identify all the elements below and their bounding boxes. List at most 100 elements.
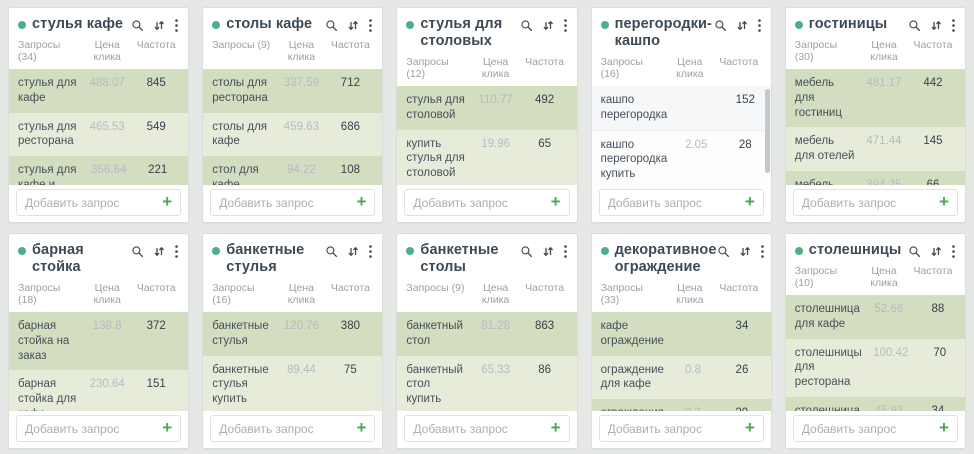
- add-query-input[interactable]: [413, 195, 547, 210]
- keyword-row[interactable]: купить стулья для столовой 19.96 65: [397, 129, 577, 185]
- kebab-menu-icon[interactable]: [563, 244, 568, 259]
- search-icon[interactable]: [908, 245, 921, 258]
- add-query-input[interactable]: [413, 421, 547, 436]
- keyword-text: банкетные стулья купить: [212, 363, 269, 406]
- column-header-row: Запросы (10) Цена клика Частота: [786, 263, 965, 295]
- keyword-row[interactable]: столешница для кафе 52.66 88: [785, 295, 965, 339]
- group-title[interactable]: столешницы: [808, 242, 902, 258]
- search-icon[interactable]: [520, 19, 533, 32]
- keyword-row[interactable]: банкетные стулья 120.76 380: [203, 312, 383, 356]
- add-query-input[interactable]: [219, 195, 353, 210]
- sort-icon[interactable]: [739, 245, 751, 258]
- keyword-row[interactable]: ограждения для ресторанов0.320: [591, 399, 771, 411]
- add-query-input[interactable]: [25, 195, 159, 210]
- scrollbar-thumb[interactable]: [764, 89, 770, 174]
- sort-icon[interactable]: [930, 19, 942, 32]
- cpc-column-header: Цена клика: [870, 39, 898, 64]
- search-icon[interactable]: [325, 245, 338, 258]
- keyword-row[interactable]: барная стойка на заказ 138.8 372: [9, 312, 189, 371]
- cpc-column-header: Цена клика: [93, 282, 121, 307]
- keyword-row[interactable]: столешница для бара 45.93 34: [785, 396, 965, 411]
- kebab-menu-icon[interactable]: [368, 244, 373, 259]
- keyword-text: мебель для отелей: [794, 135, 855, 162]
- kebab-menu-icon[interactable]: [951, 244, 956, 259]
- keyword-row[interactable]: стулья для кафе 488.07 845: [9, 69, 189, 113]
- search-icon[interactable]: [908, 19, 921, 32]
- keyword-text: барная стойка для кафе: [18, 378, 77, 411]
- group-title[interactable]: стулья для столовых: [420, 16, 503, 50]
- keyword-row[interactable]: столы для кафе 459.63 686: [203, 112, 383, 156]
- add-query-button[interactable]: +: [935, 193, 949, 212]
- sort-icon[interactable]: [930, 245, 942, 258]
- group-title[interactable]: стулья кафе: [32, 16, 123, 32]
- group-title[interactable]: столы кафе: [226, 16, 313, 32]
- add-query-box: +: [598, 189, 764, 216]
- freq-column-header: Частота: [136, 39, 176, 52]
- sort-icon[interactable]: [347, 245, 359, 258]
- keyword-text: банкетный стол: [406, 320, 463, 347]
- kebab-menu-icon[interactable]: [174, 18, 179, 33]
- add-query-button[interactable]: +: [741, 193, 755, 212]
- add-query-button[interactable]: +: [158, 193, 172, 212]
- sort-icon[interactable]: [153, 19, 165, 32]
- sort-icon[interactable]: [542, 19, 554, 32]
- search-icon[interactable]: [131, 19, 144, 32]
- keyword-row[interactable]: кашпо перегородка купить 2.05 28: [591, 130, 771, 185]
- group-title[interactable]: барная стойка: [32, 242, 84, 276]
- keyword-row[interactable]: стулья для столовой 110.77 492: [397, 86, 577, 130]
- keyword-row[interactable]: ограждение для кафе 0.8 26: [591, 355, 771, 400]
- kebab-menu-icon[interactable]: [174, 244, 179, 259]
- search-icon[interactable]: [520, 245, 533, 258]
- keyword-row[interactable]: барная стойка для кафе 230.64 151: [9, 370, 189, 411]
- add-query-button[interactable]: +: [935, 419, 949, 438]
- keyword-row[interactable]: банкетные стулья купить 89.44 75: [203, 355, 383, 411]
- add-query-input[interactable]: [25, 421, 159, 436]
- kebab-menu-icon[interactable]: [760, 244, 765, 259]
- search-icon[interactable]: [325, 19, 338, 32]
- keyword-row[interactable]: столешницы для ресторана 100.42 70: [785, 338, 965, 397]
- add-query-button[interactable]: +: [547, 419, 561, 438]
- search-icon[interactable]: [717, 245, 730, 258]
- add-query-button[interactable]: +: [741, 419, 755, 438]
- add-query-button[interactable]: +: [547, 193, 561, 212]
- kebab-menu-icon[interactable]: [951, 18, 956, 33]
- add-query-input[interactable]: [801, 421, 936, 436]
- add-query-button[interactable]: +: [158, 419, 172, 438]
- keyword-rows: мебель для гостиниц 481.17 442 мебель для о…: [785, 69, 965, 185]
- add-query-button[interactable]: +: [352, 193, 366, 212]
- kebab-menu-icon[interactable]: [368, 18, 373, 33]
- add-query-input[interactable]: [219, 421, 353, 436]
- cpc-value: 2.05: [685, 138, 708, 151]
- sort-icon[interactable]: [542, 245, 554, 258]
- group-color-dot: [18, 247, 26, 255]
- keyword-row[interactable]: мебель для отелей 471.44 145: [785, 127, 965, 171]
- sort-icon[interactable]: [153, 245, 165, 258]
- group-title[interactable]: декоративное ограждение: [614, 242, 717, 276]
- kebab-menu-icon[interactable]: [563, 18, 568, 33]
- keyword-row[interactable]: банкетный стол купить 65.33 86: [397, 355, 577, 411]
- keyword-row[interactable]: мебель для гостиниц и отелей 394.25 66: [785, 170, 965, 185]
- add-query-input[interactable]: [801, 195, 936, 210]
- kebab-menu-icon[interactable]: [757, 18, 762, 33]
- group-title[interactable]: банкетные стулья: [226, 242, 305, 276]
- search-icon[interactable]: [714, 19, 727, 32]
- keyword-row[interactable]: стулья для ресторана 465.53 549: [9, 112, 189, 156]
- card-toolbar: [717, 242, 765, 259]
- keyword-row[interactable]: кафе ограждение 34: [591, 312, 771, 356]
- keyword-row[interactable]: стол для кафе купить 94.22 108: [203, 155, 383, 185]
- keyword-row[interactable]: стулья для кафе и ресторанов 356.64 221: [9, 155, 189, 185]
- search-icon[interactable]: [131, 245, 144, 258]
- keyword-row[interactable]: банкетный стол 81.28 863: [397, 312, 577, 356]
- add-query-button[interactable]: +: [352, 419, 366, 438]
- sort-icon[interactable]: [736, 19, 748, 32]
- add-query-input[interactable]: [607, 421, 741, 436]
- group-title[interactable]: банкетные столы: [420, 242, 499, 276]
- add-query-input[interactable]: [607, 195, 741, 210]
- group-title[interactable]: перегородки-кашпо: [614, 16, 712, 50]
- keyword-row[interactable]: мебель для гостиниц 481.17 442: [785, 69, 965, 128]
- keyword-row[interactable]: кашпо перегородка 152: [591, 86, 771, 131]
- group-title[interactable]: гостиницы: [808, 16, 888, 32]
- keyword-row[interactable]: столы для ресторана 337.59 712: [203, 69, 383, 113]
- sort-icon[interactable]: [347, 19, 359, 32]
